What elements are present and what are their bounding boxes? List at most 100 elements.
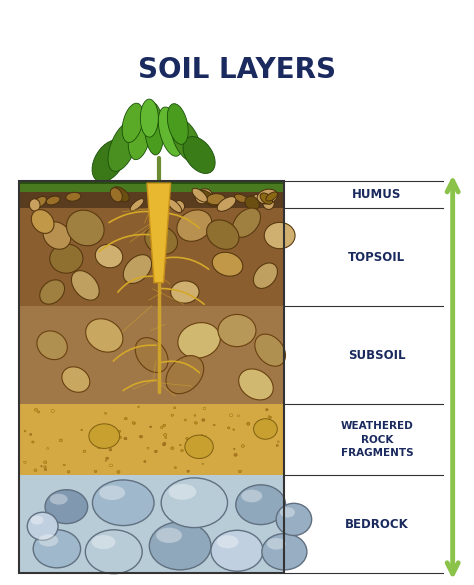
Ellipse shape bbox=[91, 535, 116, 549]
Ellipse shape bbox=[124, 437, 127, 440]
Ellipse shape bbox=[155, 450, 157, 453]
Ellipse shape bbox=[201, 457, 203, 459]
Ellipse shape bbox=[50, 494, 68, 505]
Ellipse shape bbox=[140, 99, 158, 137]
Ellipse shape bbox=[262, 534, 307, 570]
Ellipse shape bbox=[234, 194, 248, 202]
Ellipse shape bbox=[94, 470, 97, 473]
Ellipse shape bbox=[137, 406, 139, 408]
Ellipse shape bbox=[139, 435, 143, 438]
Ellipse shape bbox=[110, 188, 122, 202]
Ellipse shape bbox=[237, 415, 239, 417]
Ellipse shape bbox=[95, 245, 123, 268]
Ellipse shape bbox=[254, 419, 277, 439]
Ellipse shape bbox=[37, 411, 40, 413]
Ellipse shape bbox=[277, 441, 279, 442]
Ellipse shape bbox=[161, 426, 163, 429]
Ellipse shape bbox=[67, 470, 70, 473]
Ellipse shape bbox=[45, 469, 47, 470]
Ellipse shape bbox=[183, 136, 215, 174]
Ellipse shape bbox=[41, 466, 42, 467]
Ellipse shape bbox=[40, 280, 64, 304]
Ellipse shape bbox=[194, 422, 197, 424]
Ellipse shape bbox=[167, 199, 182, 213]
Ellipse shape bbox=[122, 103, 143, 143]
Ellipse shape bbox=[192, 188, 207, 202]
Ellipse shape bbox=[187, 470, 190, 472]
Ellipse shape bbox=[202, 419, 205, 421]
Ellipse shape bbox=[161, 478, 228, 528]
Ellipse shape bbox=[269, 435, 273, 437]
Ellipse shape bbox=[213, 424, 215, 426]
Ellipse shape bbox=[269, 416, 272, 418]
Ellipse shape bbox=[194, 448, 196, 450]
Ellipse shape bbox=[30, 433, 32, 435]
Ellipse shape bbox=[218, 315, 256, 347]
Ellipse shape bbox=[228, 427, 230, 429]
Text: TOPSOIL: TOPSOIL bbox=[348, 250, 405, 264]
Ellipse shape bbox=[263, 197, 274, 209]
Ellipse shape bbox=[247, 422, 250, 425]
Ellipse shape bbox=[105, 412, 107, 414]
Bar bbox=[19, 181, 284, 192]
Ellipse shape bbox=[177, 210, 212, 242]
Ellipse shape bbox=[109, 449, 112, 451]
Ellipse shape bbox=[47, 448, 49, 449]
Text: SOIL LAYERS: SOIL LAYERS bbox=[138, 56, 336, 84]
Ellipse shape bbox=[83, 450, 86, 453]
Ellipse shape bbox=[184, 419, 186, 421]
Ellipse shape bbox=[239, 369, 273, 400]
Ellipse shape bbox=[201, 434, 203, 436]
Bar bbox=[19, 404, 284, 475]
Ellipse shape bbox=[165, 437, 167, 439]
Ellipse shape bbox=[59, 439, 63, 442]
Ellipse shape bbox=[135, 338, 168, 373]
Ellipse shape bbox=[45, 490, 88, 524]
Ellipse shape bbox=[50, 244, 83, 273]
Ellipse shape bbox=[33, 197, 46, 208]
Ellipse shape bbox=[217, 535, 238, 548]
Ellipse shape bbox=[51, 410, 55, 412]
Ellipse shape bbox=[178, 322, 220, 358]
Text: HUMUS: HUMUS bbox=[352, 188, 401, 201]
Ellipse shape bbox=[38, 534, 58, 546]
Ellipse shape bbox=[203, 407, 206, 409]
Ellipse shape bbox=[62, 367, 90, 393]
Ellipse shape bbox=[31, 515, 44, 525]
Ellipse shape bbox=[33, 530, 81, 568]
Ellipse shape bbox=[63, 464, 65, 466]
Ellipse shape bbox=[241, 490, 262, 503]
Ellipse shape bbox=[171, 447, 174, 449]
Ellipse shape bbox=[168, 484, 196, 500]
Ellipse shape bbox=[37, 331, 67, 360]
Ellipse shape bbox=[150, 426, 152, 428]
Ellipse shape bbox=[85, 530, 142, 574]
Ellipse shape bbox=[92, 140, 126, 182]
Ellipse shape bbox=[200, 190, 217, 206]
Ellipse shape bbox=[245, 196, 259, 210]
Ellipse shape bbox=[117, 470, 120, 473]
Ellipse shape bbox=[254, 263, 277, 288]
Ellipse shape bbox=[163, 443, 165, 446]
Ellipse shape bbox=[229, 414, 233, 417]
Ellipse shape bbox=[89, 424, 119, 449]
Bar bbox=[19, 475, 284, 573]
Ellipse shape bbox=[262, 191, 273, 201]
Ellipse shape bbox=[24, 431, 26, 432]
Ellipse shape bbox=[211, 530, 263, 571]
Ellipse shape bbox=[194, 415, 196, 417]
Ellipse shape bbox=[204, 435, 206, 437]
Ellipse shape bbox=[149, 522, 211, 570]
Ellipse shape bbox=[264, 222, 295, 249]
Ellipse shape bbox=[44, 461, 47, 463]
Ellipse shape bbox=[163, 424, 165, 426]
Ellipse shape bbox=[171, 281, 199, 303]
Ellipse shape bbox=[209, 448, 211, 450]
Ellipse shape bbox=[247, 423, 250, 425]
Bar bbox=[19, 181, 284, 184]
Ellipse shape bbox=[66, 210, 104, 246]
Ellipse shape bbox=[186, 438, 188, 440]
Ellipse shape bbox=[267, 538, 286, 549]
Bar bbox=[19, 181, 284, 208]
Ellipse shape bbox=[238, 470, 241, 473]
